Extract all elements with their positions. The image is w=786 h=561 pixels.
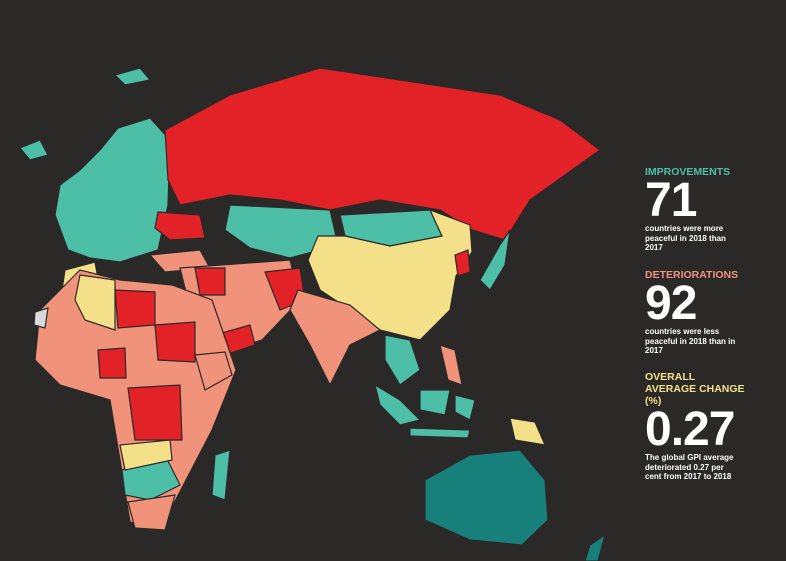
region-angola bbox=[119, 439, 173, 471]
region-western-sahara bbox=[33, 307, 49, 329]
region-philippines bbox=[439, 344, 463, 386]
region-india bbox=[289, 289, 382, 387]
region-ukraine bbox=[154, 211, 206, 241]
stat-value: 92 bbox=[645, 277, 697, 330]
region-nigeria bbox=[97, 347, 127, 379]
stat-value: 0.27 bbox=[645, 403, 735, 456]
region-iraq-syria bbox=[194, 267, 226, 296]
region-sudan bbox=[154, 321, 196, 363]
stat-text: The global GPI average deteriorated 0.27… bbox=[645, 453, 734, 481]
region-sumatra bbox=[374, 383, 422, 426]
stat-heading: OVERALL AVERAGE CHANGE (%) bbox=[645, 371, 745, 407]
region-java bbox=[409, 427, 471, 439]
stat-text: countries were less peaceful in 2018 tha… bbox=[645, 327, 736, 355]
region-libya bbox=[114, 289, 156, 329]
stat-block: DETERIORATIONS 92 countries were less pe… bbox=[645, 269, 755, 356]
region-kazakhstan bbox=[224, 204, 339, 259]
stat-text: countries were more peaceful in 2018 tha… bbox=[645, 224, 726, 252]
region-north-korea bbox=[454, 249, 471, 277]
region-png bbox=[509, 417, 546, 446]
region-europe bbox=[54, 117, 171, 263]
region-iceland bbox=[19, 139, 49, 161]
region-japan bbox=[479, 229, 511, 291]
region-australia bbox=[424, 449, 549, 546]
region-ethiopia bbox=[194, 351, 233, 391]
region-madagascar bbox=[211, 449, 231, 501]
region-sulawesi bbox=[454, 394, 476, 421]
region-svalbard bbox=[113, 67, 152, 86]
stat-block: IMPROVEMENTS 71 countries were more peac… bbox=[645, 166, 755, 253]
stat-heading: DETERIORATIONS bbox=[645, 269, 739, 281]
region-southeast-asia bbox=[384, 334, 421, 386]
region-south-africa bbox=[127, 494, 176, 531]
region-new-zealand bbox=[584, 533, 606, 561]
stat-heading: IMPROVEMENTS bbox=[645, 166, 731, 178]
stat-value: 71 bbox=[645, 174, 697, 227]
region-algeria bbox=[74, 274, 116, 331]
region-drc bbox=[127, 384, 183, 441]
region-borneo bbox=[419, 389, 451, 416]
stat-block: OVERALL AVERAGE CHANGE (%) 0.27 The glob… bbox=[645, 371, 755, 482]
